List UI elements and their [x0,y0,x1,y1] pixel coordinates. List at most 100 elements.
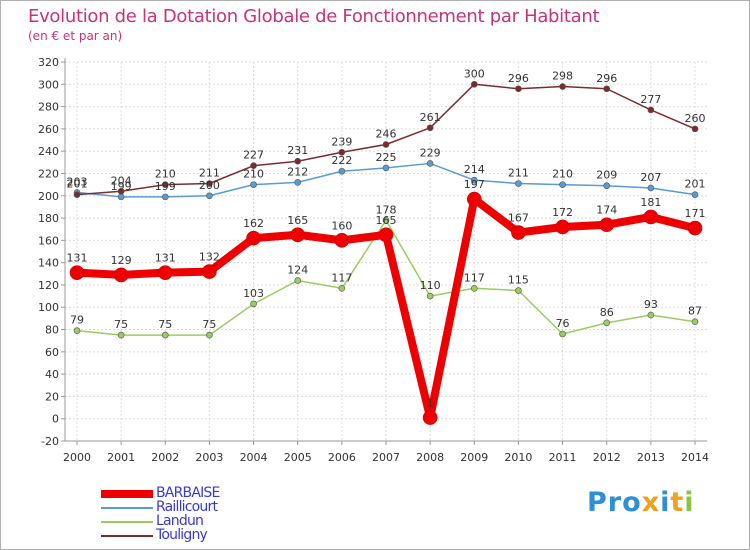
data-label-barbaise: 131 [155,252,176,265]
y-tick-label: 280 [38,101,59,114]
data-point-barbaise [334,233,350,248]
data-label-raillicourt: 199 [155,180,176,193]
data-label-landun: 117 [464,271,485,284]
y-tick-label: 120 [38,279,59,292]
data-label-touligny: 227 [243,149,264,162]
data-label-touligny: 201 [67,178,88,191]
data-label-landun: 115 [508,274,529,287]
data-point-touligny [691,125,699,133]
y-tick-label: 240 [38,145,59,158]
x-tick-label: 2010 [504,451,532,464]
data-point-barbaise [202,264,217,279]
data-point-touligny [470,80,478,88]
data-label-barbaise: 165 [376,214,397,227]
data-point-landun [426,292,434,300]
data-point-touligny [73,191,81,198]
data-label-landun: 110 [420,279,441,292]
data-point-raillicourt [117,193,125,201]
y-tick-label: 0 [52,413,59,426]
data-point-landun [603,319,611,327]
data-point-barbaise [246,230,261,246]
data-label-barbaise: 129 [111,254,132,267]
x-tick-label: 2006 [328,451,356,464]
data-point-raillicourt [426,160,434,167]
data-point-touligny [515,85,522,93]
y-tick-label: -20 [41,435,59,448]
data-label-landun: 76 [556,317,570,330]
y-tick-label: 200 [38,190,59,203]
data-point-barbaise [643,209,659,225]
data-point-landun [73,327,81,334]
data-label-raillicourt: 209 [596,169,617,182]
y-tick-label: 140 [38,257,59,270]
data-label-landun: 87 [688,305,702,318]
logo-letter: t [670,487,685,518]
x-tick-label: 2005 [284,451,312,464]
x-tick-label: 2014 [681,451,709,464]
data-label-barbaise: 167 [508,212,529,225]
data-point-raillicourt [691,191,699,198]
y-tick-label: 40 [45,368,59,381]
data-point-landun [515,287,522,294]
data-point-touligny [294,157,302,165]
x-tick-label: 2004 [240,451,268,464]
x-tick-label: 2003 [195,451,223,464]
data-label-barbaise: 172 [552,206,573,219]
data-point-touligny [647,106,655,114]
data-label-raillicourt: 211 [508,167,529,180]
legend-swatch [101,521,153,523]
data-label-landun: 75 [158,318,172,331]
data-label-barbaise: 181 [640,196,661,209]
data-point-raillicourt [250,181,257,188]
x-tick-label: 2007 [372,451,400,464]
data-label-raillicourt: 210 [552,168,573,181]
data-label-barbaise: 132 [199,251,220,264]
data-label-touligny: 298 [552,70,573,83]
data-point-barbaise [511,225,526,240]
data-point-landun [161,331,169,339]
legend-label: Touligny [156,527,208,543]
data-point-touligny [250,162,257,169]
data-label-barbaise: 171 [685,207,706,220]
data-label-barbaise: 162 [243,217,264,230]
data-point-touligny [559,83,566,90]
data-label-touligny: 261 [420,111,441,124]
y-tick-label: 60 [45,346,59,359]
data-label-landun: 75 [114,318,128,331]
data-point-touligny [161,181,169,188]
data-point-barbaise [157,265,173,280]
data-label-touligny: 300 [464,67,485,80]
data-label-landun: 103 [243,287,264,300]
data-point-raillicourt [559,181,566,188]
data-point-landun [647,311,655,319]
data-label-landun: 75 [202,318,216,331]
y-tick-label: 300 [38,78,59,91]
data-point-barbaise [113,267,129,283]
data-point-landun [250,300,257,308]
data-label-raillicourt: 201 [685,178,706,191]
x-tick-label: 2008 [416,451,444,464]
data-point-touligny [426,124,434,132]
x-tick-label: 2012 [593,451,621,464]
data-point-raillicourt [470,176,478,184]
y-tick-label: 220 [38,167,59,180]
data-label-landun: 124 [287,263,308,276]
legend-label: Landun [156,513,204,529]
x-tick-label: 2013 [637,451,665,464]
data-label-touligny: 210 [155,168,176,181]
data-point-barbaise [69,265,85,280]
data-point-touligny [603,85,611,93]
x-tick-label: 2001 [107,451,135,464]
data-point-raillicourt [603,182,611,190]
data-point-landun [206,331,213,339]
data-label-barbaise: 165 [287,214,308,227]
y-tick-label: 100 [38,301,59,314]
data-label-landun: 93 [644,298,658,311]
logo-letter: r [607,487,623,518]
x-tick-label: 2009 [460,451,488,464]
data-label-touligny: 277 [640,93,661,106]
data-label-touligny: 231 [287,144,308,157]
data-label-landun: 79 [70,314,84,327]
